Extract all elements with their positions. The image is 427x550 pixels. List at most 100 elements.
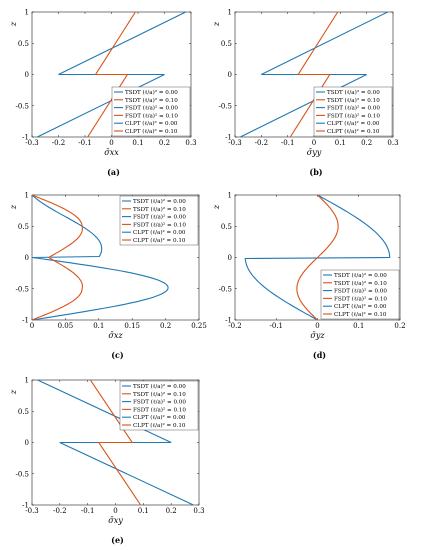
series-line-1 [289,11,339,138]
x-tick-label: 0.2 [166,507,177,515]
x-tick-label: 0.1 [335,139,346,147]
x-tick-label: 0.1 [138,507,149,515]
panel-c: 0 0.05 0.1 0.15 0.2 0.25 -1 -0.5 0 0.5 1 σ̄xz z (c) TS… [9,192,207,361]
legend-entry: TSDT (ℓ/a)² = 0.00 [327,89,380,96]
y-axis-label: z [9,204,18,210]
y-tick-label: 0.5 [18,408,29,416]
x-tick-label: -0.2 [228,322,242,330]
y-tick-label: 0 [228,71,232,79]
legend-entry: CLPT (ℓ/a)² = 0.10 [133,422,186,429]
x-tick-label: -0.2 [52,139,66,147]
x-tick-label: 0 [30,322,34,330]
x-tick-label: -0.1 [281,139,295,147]
legend-box [119,195,199,246]
series-line-1 [89,379,142,506]
legend-entry: FSDT (ℓ/a)² = 0.00 [133,399,186,406]
legend-entry: FSDT (ℓ/a)² = 0.00 [327,105,380,112]
legend-entry: FSDT (ℓ/a)² = 0.00 [334,288,387,295]
x-tick-label: 0.15 [124,322,140,330]
x-tick-label: 0.2 [159,139,170,147]
legend-entry: FSDT (ℓ/a)² = 0.10 [327,112,380,119]
legend-entry: CLPT (ℓ/a)² = 0.00 [125,120,178,127]
legend-entry: CLPT (ℓ/a)² = 0.00 [334,303,387,310]
y-axis-label: z [9,389,18,395]
y-tick-label: 0.5 [221,223,232,231]
x-tick-label: 0.1 [93,322,104,330]
x-tick-label: 0 [312,139,316,147]
y-tick-label: 1 [25,377,29,385]
x-tick-label: 0.2 [394,322,405,330]
x-axis-label: σ̄yy [307,148,322,157]
y-tick-label: -0.5 [16,102,30,110]
y-tick-label: 1 [25,9,29,17]
legend-entry: CLPT (ℓ/a)² = 0.10 [327,128,380,135]
x-tick-label: -0.3 [25,139,39,147]
x-tick-label: 0.1 [132,139,143,147]
y-tick-label: 0 [25,71,29,79]
x-tick-label: 0 [113,507,117,515]
x-tick-label: 0.2 [160,322,171,330]
y-tick-label: 1 [228,192,232,200]
legend-entry: TSDT (ℓ/a)² = 0.00 [133,198,186,205]
legend-entry: CLPT (ℓ/a)² = 0.00 [327,120,380,127]
legend-entry: TSDT (ℓ/a)² = 0.10 [327,97,380,104]
x-tick-label: -0.2 [255,139,269,147]
legend-entry: FSDT (ℓ/a)² = 0.10 [334,295,387,302]
series-line-0 [31,194,169,321]
legend-entry: TSDT (ℓ/a)² = 0.00 [133,383,186,390]
x-tick-label: -0.1 [270,322,284,330]
y-tick-label: -0.5 [219,285,233,293]
panel-e: -0.3 -0.2 -0.1 0 0.1 0.2 0.3 -1 -0.5 0 0.5 1 σ̄xy z (e… [9,377,205,546]
x-tick-label: 0 [109,139,113,147]
legend-entry: TSDT (ℓ/a)² = 0.10 [334,280,387,287]
x-tick-label: 0.3 [185,139,196,147]
y-tick-label: 0.5 [18,40,29,48]
x-tick-label: -0.1 [78,139,92,147]
y-tick-label: -1 [22,134,29,142]
panel-caption: (b) [309,167,322,177]
legend-entry: CLPT (ℓ/a)² = 0.10 [334,311,387,318]
series-line-1 [31,194,83,321]
x-tick-label: 0.2 [361,139,372,147]
legend-entry: CLPT (ℓ/a)² = 0.00 [133,414,186,421]
y-tick-label: -0.5 [16,470,30,478]
y-tick-label: 0 [228,254,232,262]
legend-entry: TSDT (ℓ/a)² = 0.10 [125,97,178,104]
y-tick-label: -0.5 [16,285,30,293]
legend-box [313,86,393,137]
legend-entry: FSDT (ℓ/a)² = 0.10 [125,112,178,119]
x-tick-label: 0.3 [387,139,398,147]
x-tick-label: -0.2 [53,507,67,515]
y-tick-label: -1 [225,317,232,325]
legend-entry: FSDT (ℓ/a)² = 0.10 [133,221,186,228]
legend-entry: CLPT (ℓ/a)² = 0.00 [133,229,186,236]
x-tick-label: -0.3 [228,139,242,147]
x-axis-label: σ̄xx [104,148,119,157]
y-tick-label: 0 [25,439,29,447]
panel-caption: (a) [107,167,120,177]
panel-caption: (e) [111,535,124,545]
legend-entry: TSDT (ℓ/a)² = 0.00 [334,272,387,279]
y-tick-label: 0.5 [221,40,232,48]
panel-a: -0.3 -0.2 -0.1 0 0.1 0.2 0.3 -1 -0.5 0 0.5 1 σ̄xx z (a… [9,9,197,178]
legend-entry: CLPT (ℓ/a)² = 0.10 [125,128,178,135]
panel-b: -0.3 -0.2 -0.1 0 0.1 0.2 0.3 -1 -0.5 0 0.5 1 σ̄yy z (b… [212,9,399,178]
legend-entry: FSDT (ℓ/a)² = 0.00 [133,214,186,221]
y-tick-label: 0 [25,254,29,262]
panel-d: -0.2 -0.1 0 0.1 0.2 -1 -0.5 0 0.5 1 σ̄yz z (d) TSDT (… [212,192,406,361]
x-tick-label: 0 [315,322,319,330]
x-axis-label: σ̄xy [108,516,123,525]
panel-caption: (c) [111,350,124,360]
legend-entry: TSDT (ℓ/a)² = 0.10 [133,206,186,213]
legend-entry: FSDT (ℓ/a)² = 0.00 [125,105,178,112]
x-tick-label: 0.3 [193,507,204,515]
x-tick-label: -0.3 [25,507,39,515]
x-tick-label: 0.25 [191,322,207,330]
y-tick-label: -1 [22,317,29,325]
series-line-1 [296,194,339,321]
